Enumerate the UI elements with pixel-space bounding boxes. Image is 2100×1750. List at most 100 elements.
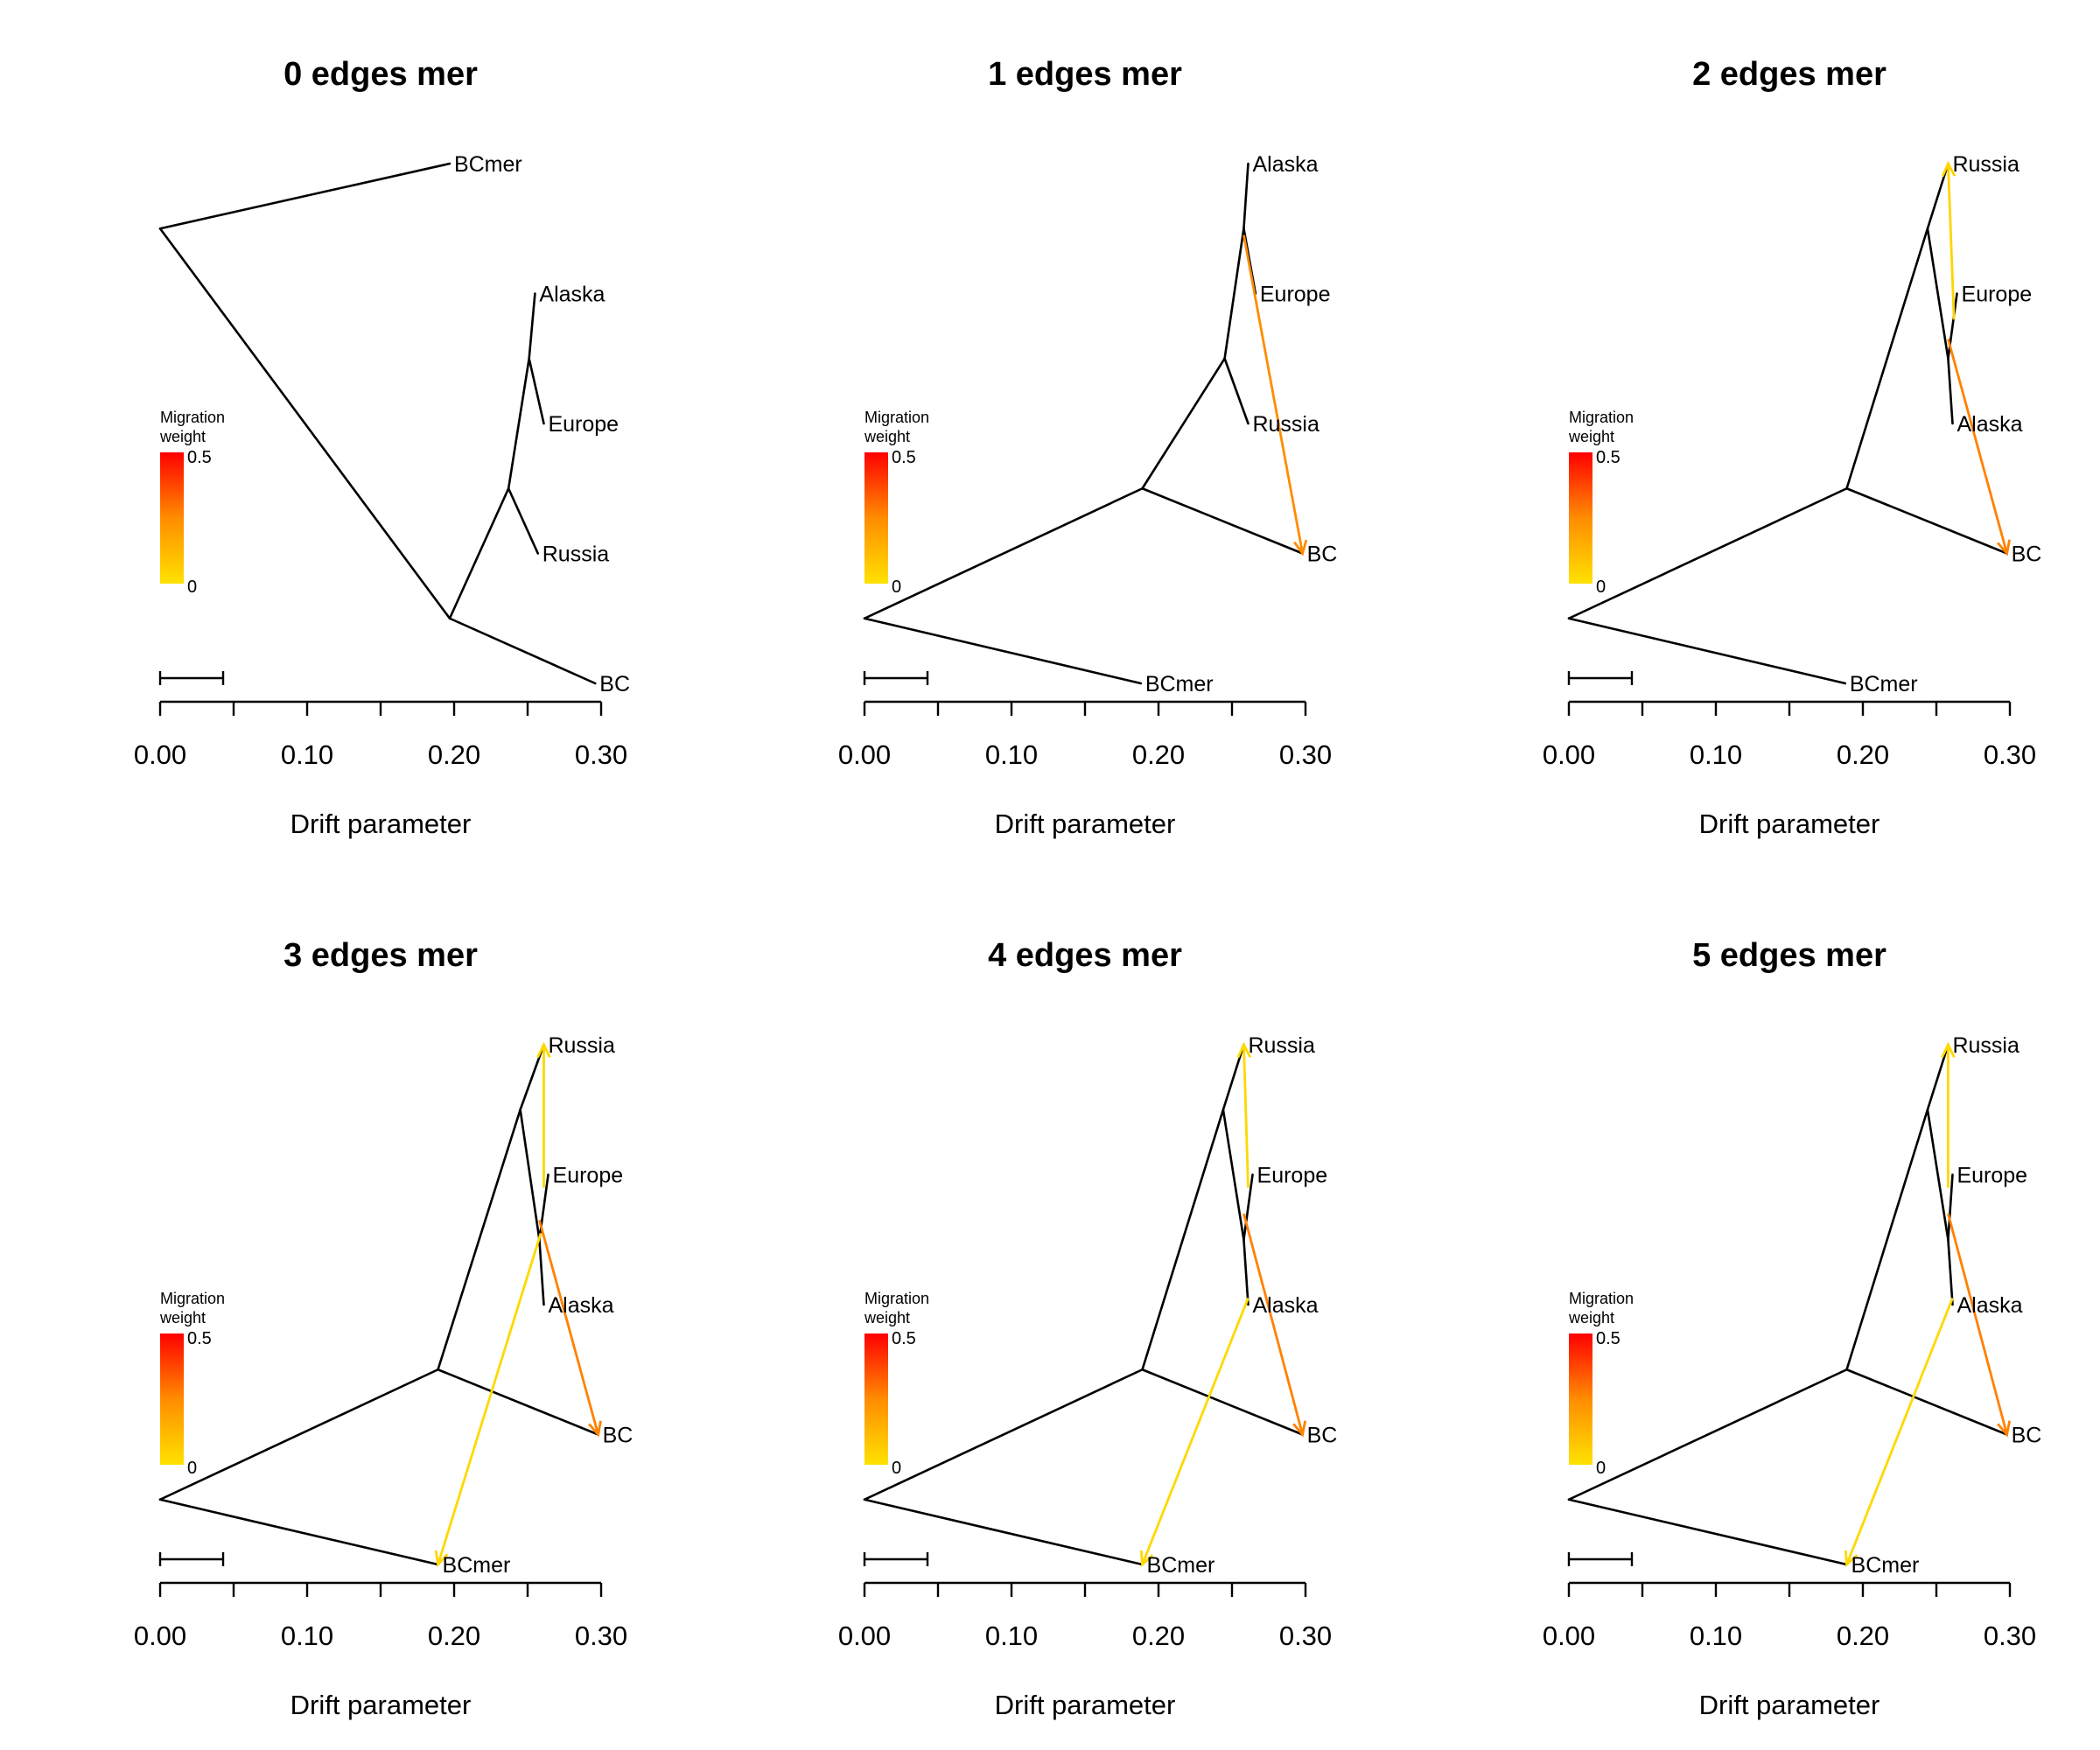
tree-edge [158, 1498, 439, 1566]
migration-arrowhead [1844, 1550, 1858, 1567]
tree-edge [1222, 1108, 1245, 1242]
leaf-label-bcmer: BCmer [1147, 1553, 1215, 1578]
tree-edge [538, 1238, 545, 1306]
tree-edge [1845, 1368, 2008, 1436]
leaf-label-bc: BC [599, 672, 630, 696]
tree-edge [1567, 617, 1847, 685]
x-tick-label: 0.20 [1837, 739, 1889, 770]
x-tick-label: 0.30 [575, 739, 627, 770]
x-tick-label: 0.20 [1837, 1620, 1889, 1651]
tree-edge [1242, 1238, 1250, 1306]
leaf-label-russia: Russia [1952, 152, 2020, 177]
x-axis-title: Drift parameter [995, 1690, 1176, 1720]
leaf-label-bcmer: BCmer [1852, 1553, 1920, 1578]
legend-title: weight [864, 428, 910, 445]
leaf-label-alaska: Alaska [1956, 1293, 2022, 1318]
tree-edge [519, 1108, 541, 1242]
x-tick-label: 0.10 [281, 739, 333, 770]
tree-edge [1947, 357, 1954, 425]
leaf-label-bc: BC [603, 1424, 634, 1448]
migration-arrow [1242, 1044, 1250, 1188]
panel-5: 5 edges mer Russia Europe Alaska BC BCmer Migr… [1543, 937, 2042, 1720]
panel-title: 1 edges mer [988, 56, 1182, 93]
tree-edge [863, 617, 1143, 685]
legend-color-bar [1569, 452, 1592, 584]
leaf-label-russia: Russia [1252, 412, 1320, 437]
legend-title: weight [159, 428, 206, 445]
x-axis-title: Drift parameter [290, 1690, 472, 1720]
tree-edge [1845, 227, 1929, 490]
migration-arrow [1947, 163, 1956, 320]
leaf-label-russia: Russia [542, 542, 610, 567]
legend-title: Migration [864, 1290, 929, 1307]
tree-edge [1567, 1368, 1848, 1502]
legend-color-bar [864, 1334, 888, 1465]
legend-title: Migration [1569, 409, 1634, 426]
tree-edge [1242, 1173, 1254, 1242]
x-tick-label: 0.00 [1543, 1620, 1595, 1651]
tree-edge [1926, 227, 1950, 360]
x-tick-label: 0.00 [134, 739, 186, 770]
leaf-label-alaska: Alaska [1252, 152, 1318, 177]
tree-edge [448, 486, 510, 620]
legend-max-label: 0.5 [1596, 1329, 1620, 1348]
legend-max-label: 0.5 [187, 1329, 212, 1348]
tree-edge [1242, 162, 1250, 230]
x-tick-label: 0.30 [575, 1620, 627, 1651]
migration-arrow [1947, 1213, 2008, 1435]
x-tick-label: 0.00 [134, 1620, 186, 1651]
migration-arrow [1947, 339, 2008, 554]
leaf-label-russia: Russia [548, 1033, 615, 1058]
tree-edge [1223, 357, 1250, 425]
migration-arrowhead [1292, 1420, 1307, 1438]
tree-edge [1947, 1173, 1954, 1242]
tree-edge [528, 357, 545, 425]
panel-title: 4 edges mer [988, 937, 1182, 974]
x-tick-label: 0.10 [281, 1620, 333, 1651]
migration-arrowhead [1293, 539, 1308, 556]
x-tick-label: 0.00 [838, 739, 891, 770]
panel-title: 0 edges mer [284, 56, 478, 93]
legend-title: Migration [160, 1290, 225, 1307]
x-tick-label: 0.30 [1984, 739, 2036, 770]
tree-edge [507, 357, 530, 490]
leaf-label-europe: Europe [1962, 283, 2033, 307]
migration-arrowhead [536, 1041, 551, 1059]
leaf-label-alaska: Alaska [548, 1293, 613, 1318]
legend-title: Migration [1569, 1290, 1634, 1307]
tree-edge [1141, 1108, 1225, 1371]
x-tick-label: 0.10 [985, 1620, 1038, 1651]
panel-0: 0 edges mer BCmer Alaska Europe Russia BC Migr… [134, 56, 630, 839]
leaf-label-bcmer: BCmer [1145, 672, 1214, 696]
tree-edge [1926, 1108, 1950, 1242]
migration-arrow [1242, 1213, 1304, 1435]
legend-min-label: 0 [892, 578, 901, 597]
x-axis-title: Drift parameter [1699, 1690, 1880, 1720]
x-tick-label: 0.30 [1279, 739, 1332, 770]
leaf-label-alaska: Alaska [539, 283, 605, 307]
tree-edge [1141, 1368, 1304, 1436]
x-axis-title: Drift parameter [290, 808, 472, 839]
legend-max-label: 0.5 [187, 448, 212, 467]
tree-edge [1223, 227, 1245, 360]
migration-arrowhead [588, 1420, 602, 1438]
panel-title: 3 edges mer [284, 937, 478, 974]
migration-arrowhead [1236, 1041, 1252, 1059]
tree-edge [1141, 357, 1226, 490]
panel-4: 4 edges mer Russia Europe Alaska BC BCmer Migr… [838, 937, 1338, 1720]
x-tick-label: 0.30 [1279, 1620, 1332, 1651]
tree-edge [158, 227, 452, 620]
tree-edge [158, 1368, 439, 1502]
x-tick-label: 0.10 [985, 739, 1038, 770]
migration-arrowhead [1941, 160, 1956, 178]
legend-title: weight [864, 1309, 910, 1326]
legend-min-label: 0 [187, 1459, 197, 1478]
migration-arrowhead [1997, 539, 2011, 556]
x-tick-label: 0.30 [1984, 1620, 2036, 1651]
legend-title: Migration [864, 409, 929, 426]
tree-edge [437, 1108, 522, 1371]
legend-title: Migration [160, 409, 225, 426]
tree-edge [1845, 486, 2008, 555]
x-axis-title: Drift parameter [995, 808, 1176, 839]
legend-max-label: 0.5 [1596, 448, 1620, 467]
